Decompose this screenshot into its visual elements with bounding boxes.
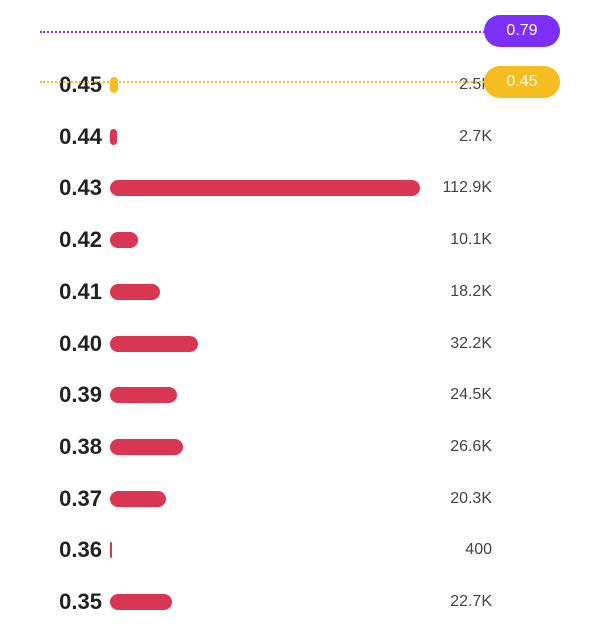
price-label: 0.38 <box>59 433 102 459</box>
price-level-row[interactable]: 0.35 22.7K <box>0 580 600 624</box>
upper-price-line <box>40 31 485 33</box>
current-price-line <box>40 81 485 83</box>
price-label: 0.41 <box>59 278 102 304</box>
volume-label: 18.2K <box>450 282 492 300</box>
volume-label: 400 <box>465 541 492 559</box>
volume-bar <box>110 542 112 559</box>
price-label: 0.35 <box>59 589 102 614</box>
volume-bar <box>110 387 177 404</box>
volume-bar <box>110 180 420 197</box>
price-level-row[interactable]: 0.38 26.6K <box>0 425 600 469</box>
price-label: 0.39 <box>59 382 102 408</box>
volume-bar <box>110 335 198 352</box>
volume-bar <box>110 594 172 610</box>
volume-label: 112.9K <box>442 179 492 197</box>
volume-bar <box>110 232 138 249</box>
price-label: 0.45 <box>59 72 102 97</box>
volume-label: 2.5K <box>459 76 492 93</box>
price-level-row[interactable]: 0.41 18.2K <box>0 270 600 314</box>
volume-label: 20.3K <box>450 489 492 507</box>
price-label: 0.37 <box>59 485 102 511</box>
price-label: 0.40 <box>59 330 102 356</box>
volume-bar <box>110 438 183 455</box>
volume-bar <box>110 77 118 93</box>
volume-bar <box>110 490 166 507</box>
upper-price-badge[interactable]: 0.79 <box>484 15 560 47</box>
price-level-row[interactable]: 0.40 32.2K <box>0 322 600 366</box>
price-label: 0.36 <box>59 537 102 563</box>
price-level-row[interactable]: 0.36 400 <box>0 528 600 572</box>
volume-label: 32.2K <box>450 334 492 352</box>
price-label: 0.44 <box>59 123 102 149</box>
price-label: 0.43 <box>59 175 102 201</box>
current-price-badge[interactable]: 0.45 <box>484 66 560 98</box>
volume-bar <box>110 128 117 145</box>
price-level-row[interactable]: 0.45 2.5K <box>0 63 600 107</box>
volume-label: 22.7K <box>450 593 492 610</box>
volume-bar <box>110 283 160 300</box>
price-level-row[interactable]: 0.42 10.1K <box>0 218 600 262</box>
price-level-row[interactable]: 0.37 20.3K <box>0 477 600 521</box>
price-level-row[interactable]: 0.39 24.5K <box>0 373 600 417</box>
volume-label: 26.6K <box>450 437 492 455</box>
volume-label: 10.1K <box>450 231 492 249</box>
price-level-row[interactable]: 0.44 2.7K <box>0 115 600 159</box>
price-label: 0.42 <box>59 227 102 253</box>
volume-label: 2.7K <box>459 127 492 145</box>
volume-label: 24.5K <box>450 386 492 404</box>
price-level-row[interactable]: 0.43 112.9K <box>0 166 600 210</box>
